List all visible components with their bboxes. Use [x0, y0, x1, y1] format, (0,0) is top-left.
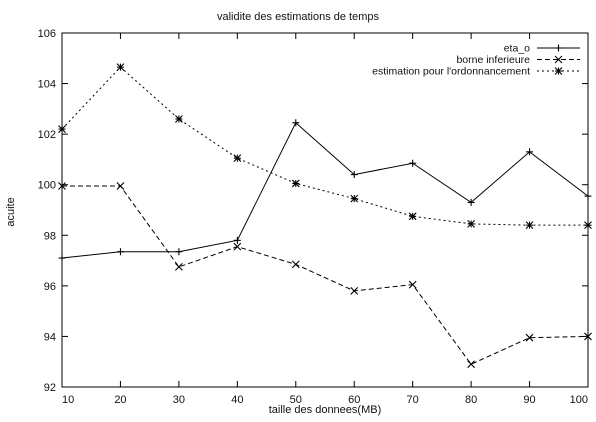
series-1-point	[292, 119, 300, 127]
series-2-point	[350, 287, 359, 295]
series-3-point	[350, 194, 359, 203]
legend-label: estimation pour l'ordonnancement	[372, 66, 530, 78]
x-tick-label: 60	[348, 394, 360, 406]
x-axis-title: taille des donnees(MB)	[269, 404, 382, 416]
series-1-point	[526, 148, 534, 156]
y-tick-label: 106	[38, 28, 56, 40]
legend-marker	[554, 55, 563, 64]
y-axis: 92 94 96 98 100 102 104 106	[38, 28, 588, 394]
legend-label: borne inferieure	[456, 54, 530, 66]
series-layer	[58, 63, 592, 369]
x-tick-label: 20	[114, 394, 126, 406]
y-tick-label: 96	[44, 281, 56, 293]
y-tick-label: 102	[38, 129, 56, 141]
x-tick-label: 50	[290, 394, 302, 406]
series-3-point	[58, 125, 66, 133]
series-1-point	[233, 236, 241, 244]
x-tick-label: 40	[231, 394, 243, 406]
series-2-point	[58, 182, 66, 190]
series-2-point	[291, 260, 300, 269]
x-tick-label: 90	[523, 394, 535, 406]
x-tick-label: 70	[407, 394, 419, 406]
y-tick-label: 92	[44, 382, 56, 394]
y-tick-label: 100	[38, 180, 56, 192]
y-tick-label: 98	[44, 230, 56, 242]
series-line-1	[61, 121, 589, 259]
series-2-point	[467, 360, 476, 369]
series-3-point	[116, 63, 125, 72]
series-3-point	[291, 179, 300, 188]
series-3-point	[467, 220, 476, 228]
series-1-point	[467, 198, 475, 206]
series-2-point	[408, 280, 417, 289]
plot-frame	[61, 32, 589, 388]
series-line-3	[61, 66, 588, 226]
series-3-point	[174, 115, 183, 123]
y-tick-label: 94	[44, 331, 56, 343]
series-2-point	[233, 242, 242, 251]
x-axis: 10 20 30 40 50 60 70 80 90 100	[61, 33, 589, 406]
series-1-point	[409, 159, 417, 167]
series-2-point	[116, 182, 125, 190]
series-3-point	[525, 221, 534, 230]
x-tick-label: 100	[570, 394, 588, 406]
series-1-point	[58, 254, 66, 262]
series-1-point	[175, 248, 183, 256]
series-2-point	[174, 263, 183, 271]
y-tick-label: 104	[38, 79, 56, 91]
legend-marker	[555, 44, 562, 52]
series-1-point	[584, 192, 592, 200]
x-tick-label: 80	[465, 394, 477, 406]
series-3-point	[408, 212, 417, 221]
x-tick-label: 10	[62, 394, 74, 406]
chart-title: validite des estimations de temps	[217, 11, 380, 23]
legend-marker	[554, 67, 563, 75]
series-line-2	[62, 185, 589, 365]
x-tick-label: 30	[173, 394, 185, 406]
series-1-point	[116, 248, 124, 256]
series-2-point	[584, 332, 592, 341]
series-1-point	[350, 171, 358, 179]
legend-label: eta_o	[504, 43, 530, 55]
series-3-point	[233, 154, 242, 163]
series-2-point	[525, 333, 534, 342]
series-3-point	[584, 221, 592, 230]
y-axis-title: acuite	[5, 197, 17, 226]
